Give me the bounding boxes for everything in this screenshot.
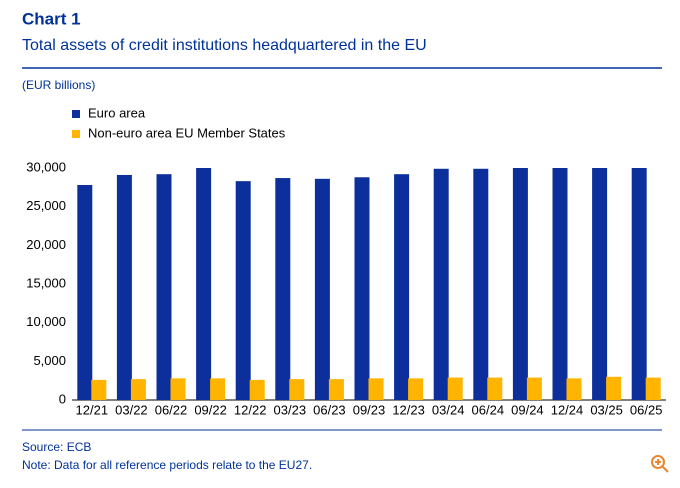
bar bbox=[328, 379, 344, 400]
x-tick-label: 03/24 bbox=[432, 402, 465, 417]
y-tick-label: 20,000 bbox=[26, 237, 66, 252]
bar bbox=[408, 378, 424, 400]
bar bbox=[394, 174, 410, 400]
y-tick-label: 10,000 bbox=[26, 314, 66, 329]
bar bbox=[606, 376, 622, 400]
y-tick-label: 15,000 bbox=[26, 275, 66, 290]
y-tick-label: 30,000 bbox=[26, 159, 66, 174]
bar bbox=[156, 174, 172, 400]
y-tick-label: 5,000 bbox=[33, 353, 66, 368]
bar bbox=[473, 168, 489, 400]
bar bbox=[170, 378, 186, 400]
bar bbox=[368, 378, 384, 400]
bar bbox=[433, 168, 449, 400]
bar bbox=[487, 377, 503, 400]
chart-subtitle: Total assets of credit institutions head… bbox=[22, 37, 427, 54]
legend-label: Euro area bbox=[88, 105, 146, 120]
bar bbox=[249, 379, 265, 400]
x-tick-label: 03/22 bbox=[115, 402, 148, 417]
bar bbox=[235, 181, 251, 400]
legend-swatch bbox=[72, 110, 80, 118]
zoom-button[interactable] bbox=[651, 455, 669, 473]
x-tick-label: 03/23 bbox=[274, 402, 307, 417]
note: Note: Data for all reference periods rel… bbox=[22, 458, 312, 472]
x-tick-label: 03/25 bbox=[590, 402, 623, 417]
x-tick-label: 12/23 bbox=[392, 402, 425, 417]
y-tick-label: 25,000 bbox=[26, 198, 66, 213]
x-tick-label: 06/24 bbox=[472, 402, 505, 417]
bar bbox=[91, 379, 107, 400]
x-tick-label: 09/22 bbox=[194, 402, 227, 417]
bar bbox=[196, 168, 212, 400]
bar bbox=[631, 168, 647, 400]
x-tick-label: 06/23 bbox=[313, 402, 346, 417]
unit-label: (EUR billions) bbox=[22, 78, 95, 92]
bar bbox=[77, 185, 93, 400]
y-tick-label: 0 bbox=[59, 391, 66, 406]
bar bbox=[526, 377, 542, 400]
legend-swatch bbox=[72, 130, 80, 138]
bar bbox=[447, 377, 463, 400]
x-tick-label: 06/22 bbox=[155, 402, 188, 417]
bar bbox=[275, 178, 291, 400]
bar bbox=[314, 178, 330, 400]
bar bbox=[592, 168, 608, 400]
bar bbox=[354, 177, 370, 400]
bar bbox=[116, 174, 132, 400]
x-tick-label: 09/24 bbox=[511, 402, 544, 417]
bar bbox=[645, 377, 661, 400]
legend-label: Non-euro area EU Member States bbox=[88, 125, 286, 140]
bar bbox=[512, 168, 528, 400]
bar bbox=[289, 379, 305, 400]
source: Source: ECB bbox=[22, 440, 91, 454]
bar bbox=[210, 378, 226, 400]
x-tick-label: 09/23 bbox=[353, 402, 386, 417]
bar bbox=[130, 379, 146, 400]
x-tick-label: 12/24 bbox=[551, 402, 584, 417]
x-tick-label: 12/21 bbox=[76, 402, 109, 417]
x-tick-label: 06/25 bbox=[630, 402, 663, 417]
bar bbox=[552, 168, 568, 400]
bar bbox=[566, 378, 582, 400]
x-tick-label: 12/22 bbox=[234, 402, 267, 417]
chart-title: Chart 1 bbox=[22, 9, 81, 28]
